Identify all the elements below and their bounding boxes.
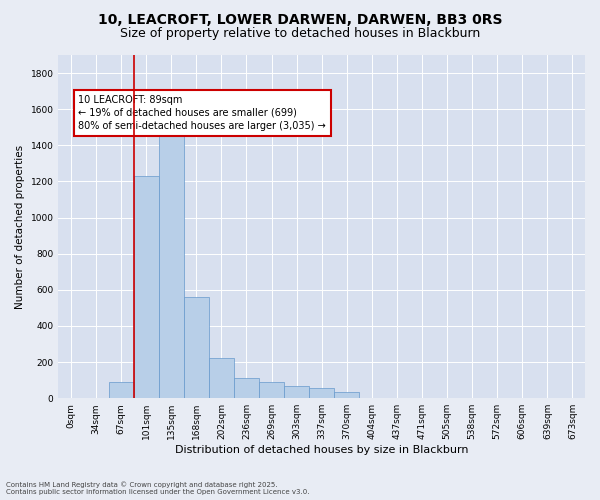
Bar: [109, 382, 134, 398]
X-axis label: Distribution of detached houses by size in Blackburn: Distribution of detached houses by size …: [175, 445, 469, 455]
Bar: [209, 358, 234, 398]
Text: Contains HM Land Registry data © Crown copyright and database right 2025.
Contai: Contains HM Land Registry data © Crown c…: [6, 482, 310, 495]
Bar: [309, 388, 334, 398]
Bar: [259, 382, 284, 398]
Text: 10 LEACROFT: 89sqm
← 19% of detached houses are smaller (699)
80% of semi-detach: 10 LEACROFT: 89sqm ← 19% of detached hou…: [79, 94, 326, 131]
Text: 10, LEACROFT, LOWER DARWEN, DARWEN, BB3 0RS: 10, LEACROFT, LOWER DARWEN, DARWEN, BB3 …: [98, 12, 502, 26]
Bar: [284, 386, 309, 398]
Y-axis label: Number of detached properties: Number of detached properties: [15, 144, 25, 308]
Bar: [184, 297, 209, 398]
Bar: [159, 102, 184, 398]
Text: Size of property relative to detached houses in Blackburn: Size of property relative to detached ho…: [120, 28, 480, 40]
Bar: [334, 392, 359, 398]
Bar: [134, 176, 159, 398]
Bar: [234, 378, 259, 398]
